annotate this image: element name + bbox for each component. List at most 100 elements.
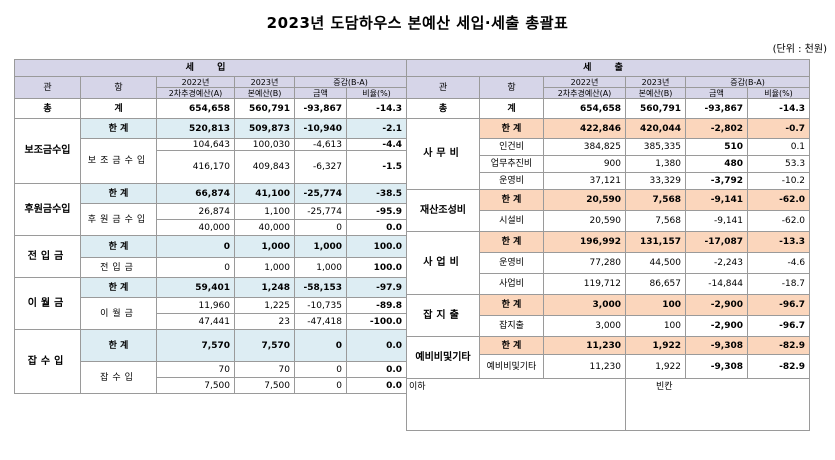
- category-label: 잡수입: [14, 329, 81, 394]
- category-label: 보조금수입: [14, 118, 81, 184]
- cell: 1,000: [294, 257, 347, 278]
- cell: 0: [156, 235, 235, 258]
- header-hang: 항: [80, 76, 157, 99]
- cell: 3,000: [543, 294, 626, 316]
- expense-total-row: 총 계 654,658 560,791 -93,867 -14.3: [406, 98, 811, 119]
- table-row: 전입금 한 계 0 1,000 1,000 100.0: [14, 235, 408, 278]
- cell: 7,570: [156, 329, 235, 362]
- table-row: 이월금 11,960 1,225 -10,735 -89.8: [15, 297, 408, 330]
- cell: 23: [234, 313, 295, 330]
- cell: -2,802: [685, 118, 748, 139]
- cell: 0: [294, 361, 347, 378]
- header-ratio: 비율(%): [746, 87, 811, 99]
- table-row: 보조금수입 104,643 100,030 -4,613 -4.4: [15, 138, 408, 184]
- cell: -1.5: [345, 150, 408, 184]
- page-title: 2023년 도담하우스 본예산 세입·세출 총괄표: [266, 14, 569, 32]
- cell: 104,643: [156, 138, 235, 151]
- table-row: 40,000 40,000 0 0.0: [15, 219, 408, 236]
- cell: -38.5: [345, 183, 408, 204]
- cell: 40,000: [156, 219, 235, 236]
- cell: 0.0: [345, 329, 408, 362]
- subtotal-label: 한 계: [479, 118, 544, 139]
- cell: 11,230: [543, 336, 626, 355]
- item-label: 업무추진비: [479, 155, 544, 173]
- category-label: 재산조성비: [406, 189, 480, 232]
- cell: 510: [685, 138, 748, 156]
- cell: 40,000: [234, 219, 295, 236]
- cell: 0: [294, 377, 347, 394]
- item-label: 보조금수입: [80, 138, 157, 184]
- item-label: 잡수입: [80, 361, 157, 394]
- cell: -18.7: [746, 273, 811, 295]
- cell: -10,940: [294, 118, 347, 139]
- table-row: 전입금 0 1,000 1,000 100.0: [15, 257, 408, 278]
- cell: -6,327: [294, 150, 347, 184]
- cell: -82.9: [746, 354, 811, 379]
- header-gwan: 관: [14, 76, 81, 99]
- subtotal-label: 한 계: [479, 294, 544, 316]
- table-row: 7,500 7,500 0 0.0: [15, 377, 408, 394]
- cell: 86,657: [625, 273, 686, 295]
- cell: 53.3: [746, 155, 811, 173]
- header-ratio: 비율(%): [345, 87, 408, 99]
- subtotal-label: 한 계: [80, 235, 157, 258]
- subtotal-label: 한 계: [479, 231, 544, 253]
- cell: 100: [625, 294, 686, 316]
- cell: 0: [156, 257, 235, 278]
- expense-table: 세 출 관 항 2022년 2023년 증감(B-A) 2차추경예산(A) 본예…: [405, 59, 811, 431]
- cell: 196,992: [543, 231, 626, 253]
- cell: 100.0: [345, 235, 408, 258]
- item-label: 인건비: [479, 138, 544, 156]
- cell: -9,308: [685, 336, 748, 355]
- subtotal-label: 한 계: [80, 183, 157, 204]
- unit-label: (단위 : 천원): [772, 44, 827, 55]
- table-row: 후원금수입 한 계 66,874 41,100 -25,774 -38.5: [14, 183, 408, 236]
- cell: 0.0: [345, 377, 408, 394]
- cell: 119,712: [543, 273, 626, 295]
- subtotal-label: 한 계: [80, 277, 157, 298]
- total-hang: 계: [479, 98, 544, 119]
- table-row: 사무비 한 계 422,846 420,044 -2,802 -0.7: [406, 118, 811, 190]
- footer-left: 이하: [406, 378, 626, 431]
- cell: -2,900: [685, 315, 748, 337]
- cell: -89.8: [345, 297, 408, 314]
- header-amount: 금액: [685, 87, 748, 99]
- cell: 0.0: [345, 361, 408, 378]
- header-2023: 2023년: [625, 76, 686, 88]
- category-label: 이월금: [14, 277, 81, 330]
- cell: 416,170: [156, 150, 235, 184]
- table-row: 잡지출 3,000 100 -2,900 -96.7: [407, 315, 811, 337]
- header-2023-sub: 본예산(B): [625, 87, 686, 99]
- cell: 7,568: [625, 210, 686, 232]
- cell: -9,141: [685, 210, 748, 232]
- cell: -58,153: [294, 277, 347, 298]
- income-title: 세 입: [13, 59, 408, 77]
- item-label: 시설비: [479, 210, 544, 232]
- table-row: 이월금 한 계 59,401 1,248 -58,153 -97.9: [14, 277, 408, 330]
- expense-title: 세 출: [405, 59, 811, 77]
- cell: 7,568: [625, 189, 686, 211]
- cell: 100: [625, 315, 686, 337]
- total-amount: -93,867: [294, 98, 347, 119]
- header-2022-sub: 2차추경예산(A): [156, 87, 235, 99]
- cell: -62.0: [746, 189, 811, 211]
- cell: 0: [294, 219, 347, 236]
- cell: -62.0: [746, 210, 811, 232]
- cell: 70: [156, 361, 235, 378]
- cell: 100.0: [345, 257, 408, 278]
- total-2023: 560,791: [234, 98, 295, 119]
- cell: 3,000: [543, 315, 626, 337]
- table-row: 후원금수입 26,874 1,100 -25,774 -95.9: [15, 203, 408, 236]
- header-2022-sub: 2차추경예산(A): [543, 87, 626, 99]
- table-row: 잡수입 한 계 7,570 7,570 0 0.0: [14, 329, 408, 394]
- header-amount: 금액: [294, 87, 347, 99]
- cell: -14,844: [685, 273, 748, 295]
- cell: -96.7: [746, 294, 811, 316]
- cell: 409,843: [234, 150, 295, 184]
- cell: -95.9: [345, 203, 408, 220]
- cell: 385,335: [625, 138, 686, 156]
- table-row: 업무추진비 900 1,380 480 53.3: [407, 155, 811, 173]
- table-row: 예비비및기타 11,230 1,922 -9,308 -82.9: [407, 354, 811, 379]
- cell: 1,380: [625, 155, 686, 173]
- header-2022: 2022년: [156, 76, 235, 88]
